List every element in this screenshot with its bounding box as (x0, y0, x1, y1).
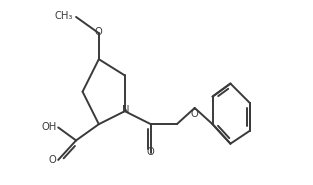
Text: CH₃: CH₃ (54, 11, 73, 21)
Text: OH: OH (41, 122, 57, 132)
Text: O: O (95, 27, 103, 37)
Text: O: O (147, 147, 155, 157)
Text: O: O (191, 109, 198, 119)
Text: O: O (49, 155, 57, 165)
Text: N: N (122, 105, 130, 115)
